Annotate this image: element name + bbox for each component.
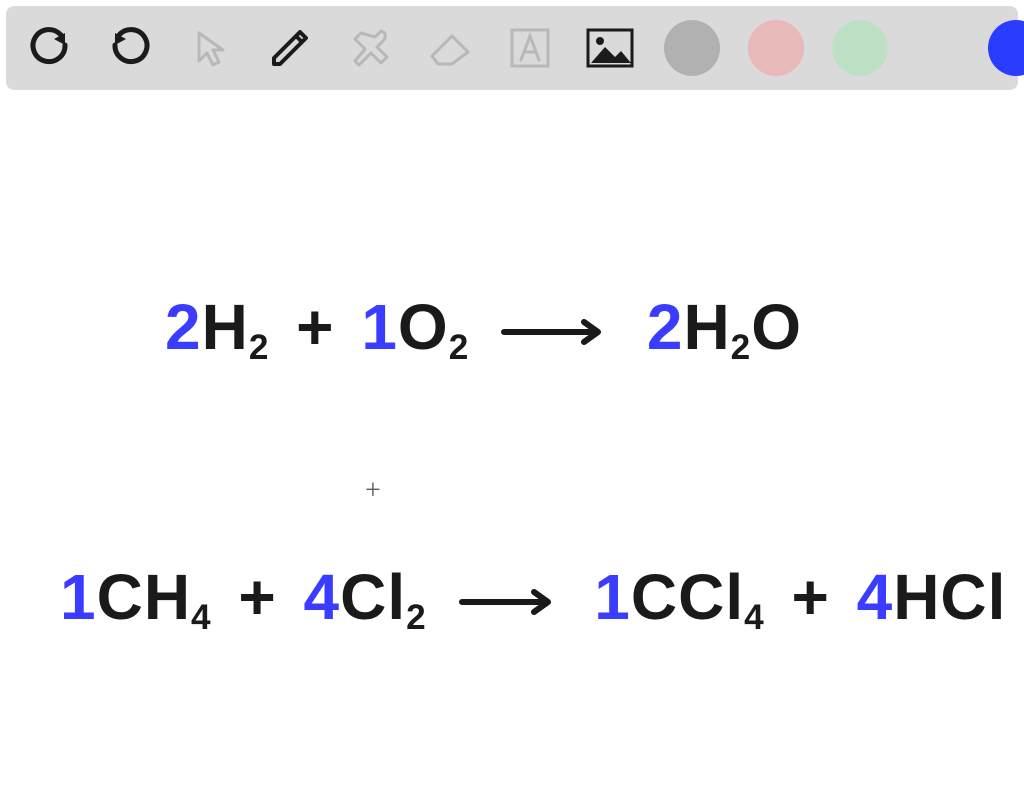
eq1-sub-2: 2: [449, 328, 470, 368]
eq2-sub-1: 4: [191, 598, 212, 638]
eq2-formula-2: Cl: [340, 560, 406, 634]
toolbar: [6, 6, 1018, 90]
color-red[interactable]: [748, 20, 804, 76]
eq1-sub-1: 2: [249, 328, 270, 368]
eq2-plus-1: +: [230, 561, 284, 633]
eq1-sub-3: 2: [731, 328, 752, 368]
eq2-coef-1: 1: [60, 560, 97, 634]
eq2-coef-2: 4: [304, 560, 341, 634]
equation-1: 2H2 + 1O2 2H2O: [165, 290, 802, 368]
image-button[interactable]: [584, 22, 636, 74]
eraser-icon: [426, 28, 474, 68]
eq2-plus-2: +: [783, 561, 837, 633]
pointer-button[interactable]: [184, 22, 236, 74]
eq1-plus: +: [288, 291, 342, 363]
eq2-formula-1: CH: [97, 560, 191, 634]
image-icon: [585, 27, 635, 69]
eq2-arrow: [446, 582, 576, 622]
eq1-formula-1: H: [202, 290, 249, 364]
eq2-sub-3: 4: [744, 598, 765, 638]
eq2-coef-3: 1: [594, 560, 631, 634]
redo-button[interactable]: [104, 22, 156, 74]
eq1-coef-1: 2: [165, 290, 202, 364]
pencil-button[interactable]: [264, 22, 316, 74]
text-button[interactable]: [504, 22, 556, 74]
equation-2: 1CH4 + 4Cl2 1CCl4 + 4HCl: [60, 560, 1006, 638]
text-icon: [508, 26, 552, 70]
undo-icon: [27, 25, 73, 71]
color-gray[interactable]: [664, 20, 720, 76]
eq1-formula-3: H: [683, 290, 730, 364]
eq2-formula-4: HCl: [893, 560, 1006, 634]
eq1-formula-2: O: [398, 290, 449, 364]
eraser-button[interactable]: [424, 22, 476, 74]
tools-button[interactable]: [344, 22, 396, 74]
color-green[interactable]: [832, 20, 888, 76]
floating-plus: +: [365, 475, 381, 507]
wrench-icon: [347, 25, 393, 71]
eq1-arrow: [488, 312, 628, 352]
undo-button[interactable]: [24, 22, 76, 74]
pointer-icon: [189, 27, 231, 69]
redo-icon: [107, 25, 153, 71]
eq1-coef-3: 2: [647, 290, 684, 364]
pencil-icon: [266, 24, 314, 72]
eq2-sub-2: 2: [406, 598, 427, 638]
eq1-tail-3: O: [751, 290, 802, 364]
eq2-formula-3: CCl: [631, 560, 744, 634]
eq1-coef-2: 1: [361, 290, 398, 364]
whiteboard-canvas[interactable]: 2H2 + 1O2 2H2O + 1CH4 + 4Cl2 1CCl4 + 4HC…: [0, 90, 1024, 800]
eq2-coef-4: 4: [857, 560, 894, 634]
